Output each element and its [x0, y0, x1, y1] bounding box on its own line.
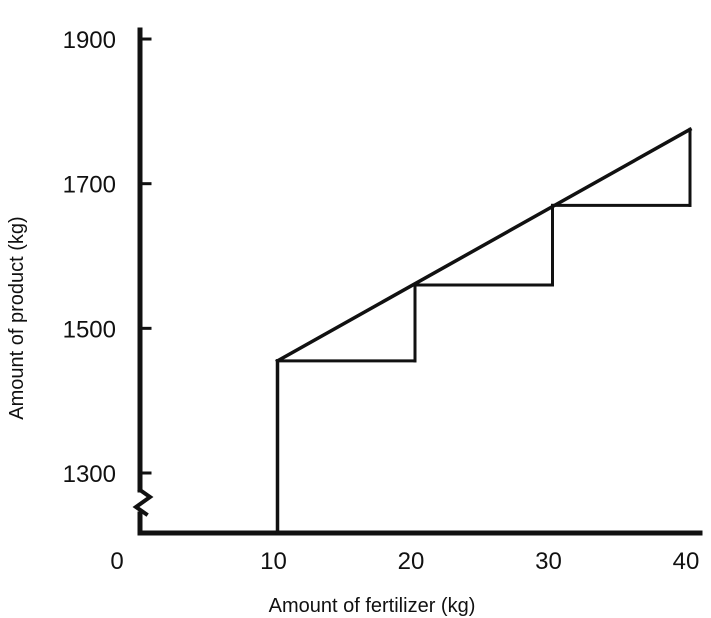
chart-marks	[275, 127, 693, 535]
y-tick-label-1500: 1500	[63, 316, 116, 343]
x-tick-label-0: 0	[110, 548, 123, 575]
trend-line	[275, 127, 693, 364]
y-tick-label-1700: 1700	[63, 172, 116, 199]
tick-labels: 1300 1500 1700 1900 0 10 20 30 40	[63, 27, 700, 575]
x-tick-label-10: 10	[260, 548, 287, 575]
x-tick-label-40: 40	[673, 548, 700, 575]
y-tick-label-1900: 1900	[63, 27, 116, 54]
x-tick-label-20: 20	[398, 548, 425, 575]
x-tick-label-30: 30	[535, 548, 562, 575]
x-axis-title: Amount of fertilizer (kg)	[269, 595, 476, 617]
axes	[132, 27, 703, 536]
y-tick-label-1300: 1300	[63, 461, 116, 488]
y-axis-break	[132, 487, 154, 517]
y-axis-title: Amount of product (kg)	[6, 216, 28, 419]
